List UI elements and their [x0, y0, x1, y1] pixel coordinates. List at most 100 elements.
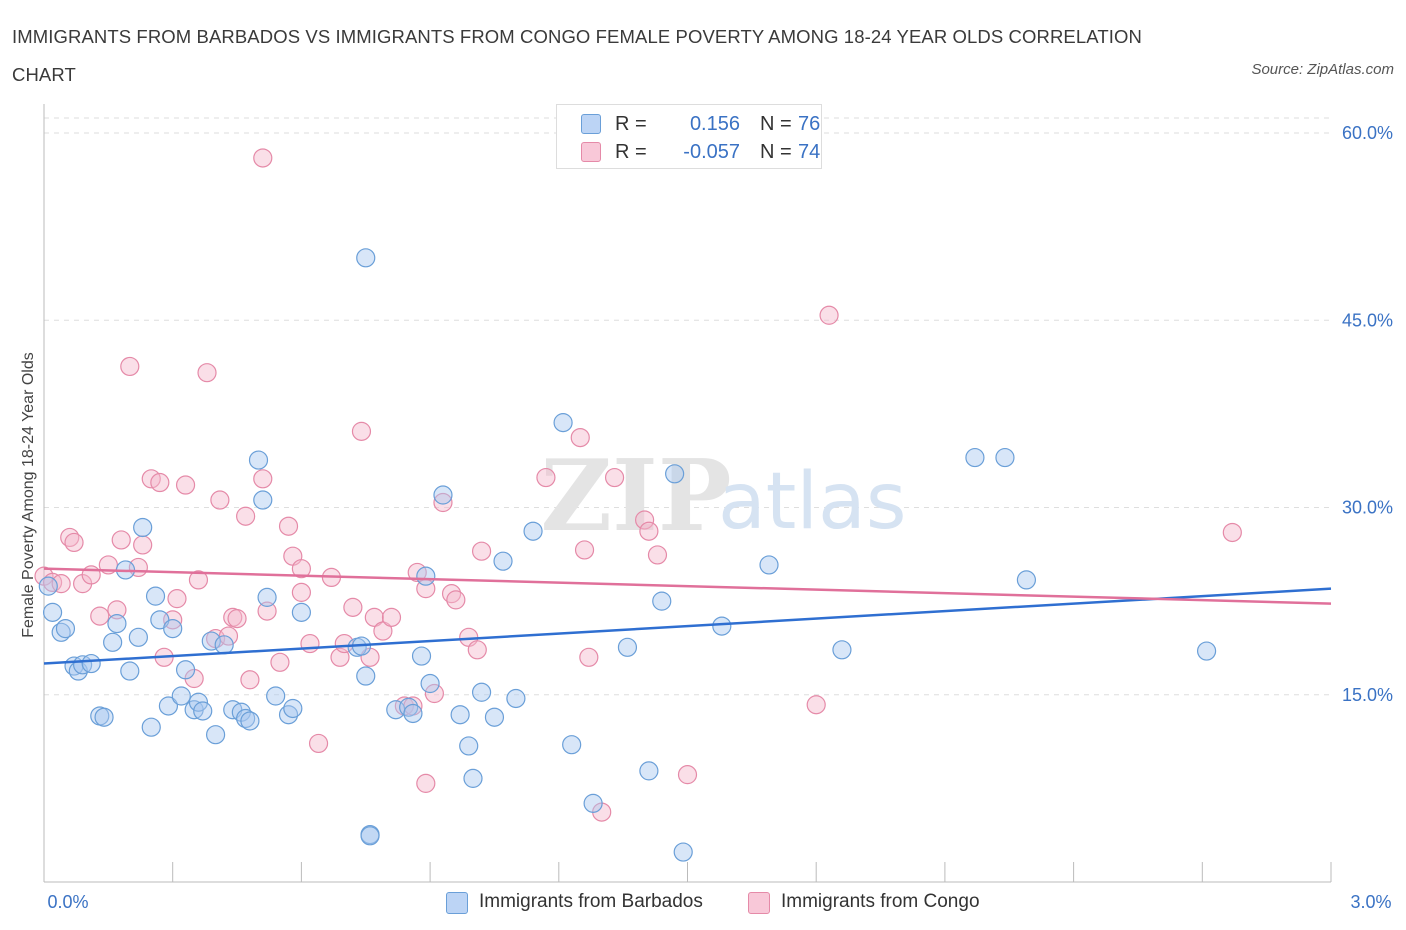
series-legend-label-congo: Immigrants from Congo	[781, 891, 980, 912]
congo-point-15	[150, 472, 170, 493]
barbados-point-54	[463, 768, 483, 788]
y-tick-label-3: 60.0%	[1342, 123, 1393, 143]
barbados-point-74	[1196, 641, 1217, 661]
barbados-point-14	[133, 517, 153, 538]
points-barbados	[38, 248, 1217, 862]
congo-point-27	[227, 609, 247, 629]
barbados-point-44	[360, 826, 380, 846]
x-ticks	[43, 862, 1332, 882]
congo-point-42	[351, 421, 372, 441]
congo-point-59	[536, 467, 556, 488]
barbados-point-10	[107, 613, 127, 634]
gridlines	[44, 117, 1331, 696]
congo-point-36	[300, 633, 320, 654]
barbados-point-48	[411, 646, 432, 666]
congo-point-21	[188, 570, 209, 590]
congo-point-61	[574, 540, 595, 560]
barbados-point-68	[712, 616, 732, 636]
congo-point-66	[639, 521, 659, 541]
congo-point-72	[253, 148, 273, 168]
congo-point-7	[90, 606, 110, 626]
congo-point-53	[433, 492, 453, 513]
barbados-point-65	[652, 591, 672, 611]
y-tick-label-0: 15.0%	[1342, 685, 1393, 705]
barbados-point-0	[42, 602, 63, 622]
correlation-legend: R = 0.156 N = 76 R = -0.057 N = 74	[556, 104, 822, 169]
series-legend-barbados: Immigrants from Barbados	[446, 889, 736, 915]
congo-point-65	[634, 510, 655, 530]
congo-point-32	[270, 652, 290, 672]
congo-point-60	[570, 427, 590, 448]
barbados-point-60	[553, 413, 573, 433]
chart-title: IMMIGRANTS FROM BARBADOS VS IMMIGRANTS F…	[12, 26, 1142, 85]
legend-r-key-congo: R =	[615, 141, 647, 163]
congo-point-11	[120, 356, 140, 377]
congo-point-31	[257, 601, 277, 621]
x-tick-labels: 0.0% 3.0%	[47, 892, 1391, 912]
barbados-point-31	[240, 711, 260, 731]
congo-point-13	[133, 535, 153, 555]
barbados-point-71	[965, 447, 985, 468]
legend-swatch-congo	[581, 142, 601, 162]
congo-point-71	[1222, 522, 1242, 543]
barbados-point-13	[128, 627, 148, 647]
congo-point-51	[416, 773, 436, 793]
barbados-point-33	[253, 490, 273, 510]
legend-r-value-congo: -0.057	[683, 141, 740, 163]
barbados-point-34	[257, 587, 277, 607]
congo-point-41	[343, 597, 363, 617]
barbados-point-62	[583, 793, 603, 813]
y-tick-labels: 15.0% 30.0% 45.0% 60.0%	[1342, 123, 1393, 705]
barbados-point-26	[206, 725, 226, 745]
congo-point-10	[111, 530, 131, 550]
barbados-point-27	[214, 635, 234, 655]
barbados-point-59	[523, 521, 543, 541]
barbados-point-2	[55, 618, 76, 639]
barbados-point-41	[356, 248, 376, 268]
congo-point-55	[446, 590, 466, 610]
barbados-point-37	[283, 698, 303, 719]
legend-swatch-barbados	[581, 114, 601, 134]
barbados-point-52	[450, 705, 470, 725]
barbados-point-49	[420, 673, 440, 694]
y-tick-label-2: 45.0%	[1342, 310, 1393, 330]
legend-n-key-congo: N =	[760, 141, 792, 163]
trend-line-congo	[43, 567, 1332, 605]
x-tick-label-max: 3.0%	[1350, 892, 1391, 912]
congo-point-29	[240, 670, 260, 690]
barbados-point-32	[248, 450, 269, 470]
congo-point-67	[647, 545, 668, 565]
barbados-point-50	[416, 566, 436, 586]
barbados-point-15	[141, 717, 161, 737]
x-tick-label-min: 0.0%	[47, 892, 88, 912]
barbados-point-12	[120, 661, 140, 681]
legend-n-value-barbados: 76	[798, 113, 821, 135]
barbados-point-19	[163, 618, 183, 639]
congo-point-58	[471, 541, 492, 561]
source-label: Source: ZipAtlas.com	[1251, 61, 1394, 78]
trend-line-barbados	[43, 587, 1332, 665]
barbados-point-70	[832, 640, 852, 660]
congo-point-33	[278, 516, 299, 536]
congo-point-35	[291, 559, 311, 579]
barbados-point-61	[562, 735, 582, 755]
congo-point-62	[579, 647, 599, 667]
series-legend-swatch-barbados	[446, 892, 468, 914]
barbados-point-18	[158, 696, 179, 716]
barbados-point-6	[81, 653, 101, 674]
barbados-point-35	[266, 686, 286, 706]
congo-point-69	[806, 695, 826, 715]
barbados-point-63	[617, 637, 638, 657]
congo-point-4	[64, 532, 84, 553]
congo-point-19	[175, 475, 196, 495]
congo-point-68	[677, 765, 698, 785]
congo-point-9	[107, 600, 127, 620]
legend-r-key-barbados: R =	[615, 113, 647, 135]
barbados-point-64	[639, 761, 659, 781]
barbados-point-38	[291, 602, 311, 622]
barbados-point-16	[145, 586, 166, 606]
barbados-point-66	[665, 464, 685, 484]
congo-point-28	[236, 506, 256, 526]
barbados-point-56	[484, 707, 505, 727]
